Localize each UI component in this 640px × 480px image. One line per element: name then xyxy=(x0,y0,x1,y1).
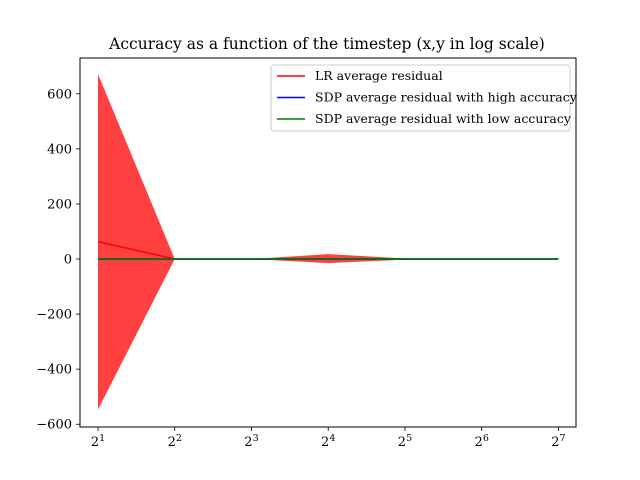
y-axis-ticks: −600 −400 −200 0 200 400 600 xyxy=(36,87,80,433)
x-tick-label-base: 2 xyxy=(475,435,483,450)
x-tick-label-exponent: 4 xyxy=(329,433,335,444)
series-lines xyxy=(97,240,559,260)
x-tick-label: 21 xyxy=(91,433,105,450)
y-tick-label: 400 xyxy=(47,142,72,157)
x-tick-label-base: 2 xyxy=(244,435,252,450)
x-tick-label-base: 2 xyxy=(551,435,559,450)
x-tick-label-exponent: 6 xyxy=(483,433,489,444)
y-tick-label: 600 xyxy=(47,87,72,102)
y-tick-label: −200 xyxy=(36,308,72,323)
y-tick-label: 0 xyxy=(64,253,72,268)
legend: LR average residual SDP average residual … xyxy=(270,64,578,132)
legend-label-series-0: LR average residual xyxy=(315,68,443,83)
x-tick-label: 24 xyxy=(321,433,335,450)
x-tick-label: 22 xyxy=(168,433,182,450)
x-tick-label-exponent: 1 xyxy=(99,433,105,444)
y-tick-label: 200 xyxy=(47,197,72,212)
x-tick-label: 27 xyxy=(551,433,565,450)
x-axis-ticks: 21 22 23 24 25 26 27 xyxy=(91,427,566,450)
x-tick-label-base: 2 xyxy=(168,435,176,450)
y-tick-label: −400 xyxy=(36,363,72,378)
x-tick-label-exponent: 7 xyxy=(560,433,566,444)
legend-box xyxy=(270,64,571,132)
legend-label-series-1: SDP average residual with high accuracy xyxy=(315,90,578,105)
x-tick-label-base: 2 xyxy=(91,435,99,450)
chart-title: Accuracy as a function of the timestep (… xyxy=(108,35,545,53)
x-tick-label-exponent: 5 xyxy=(406,433,412,444)
x-tick-label-base: 2 xyxy=(321,435,329,450)
x-tick-label-exponent: 2 xyxy=(176,433,182,444)
x-tick-label: 26 xyxy=(475,433,489,450)
x-tick-label-exponent: 3 xyxy=(253,433,259,444)
x-tick-label: 23 xyxy=(244,433,258,450)
y-tick-label: −600 xyxy=(36,418,72,433)
x-tick-label-base: 2 xyxy=(398,435,406,450)
x-tick-label: 25 xyxy=(398,433,412,450)
legend-label-series-2: SDP average residual with low accuracy xyxy=(315,111,572,126)
